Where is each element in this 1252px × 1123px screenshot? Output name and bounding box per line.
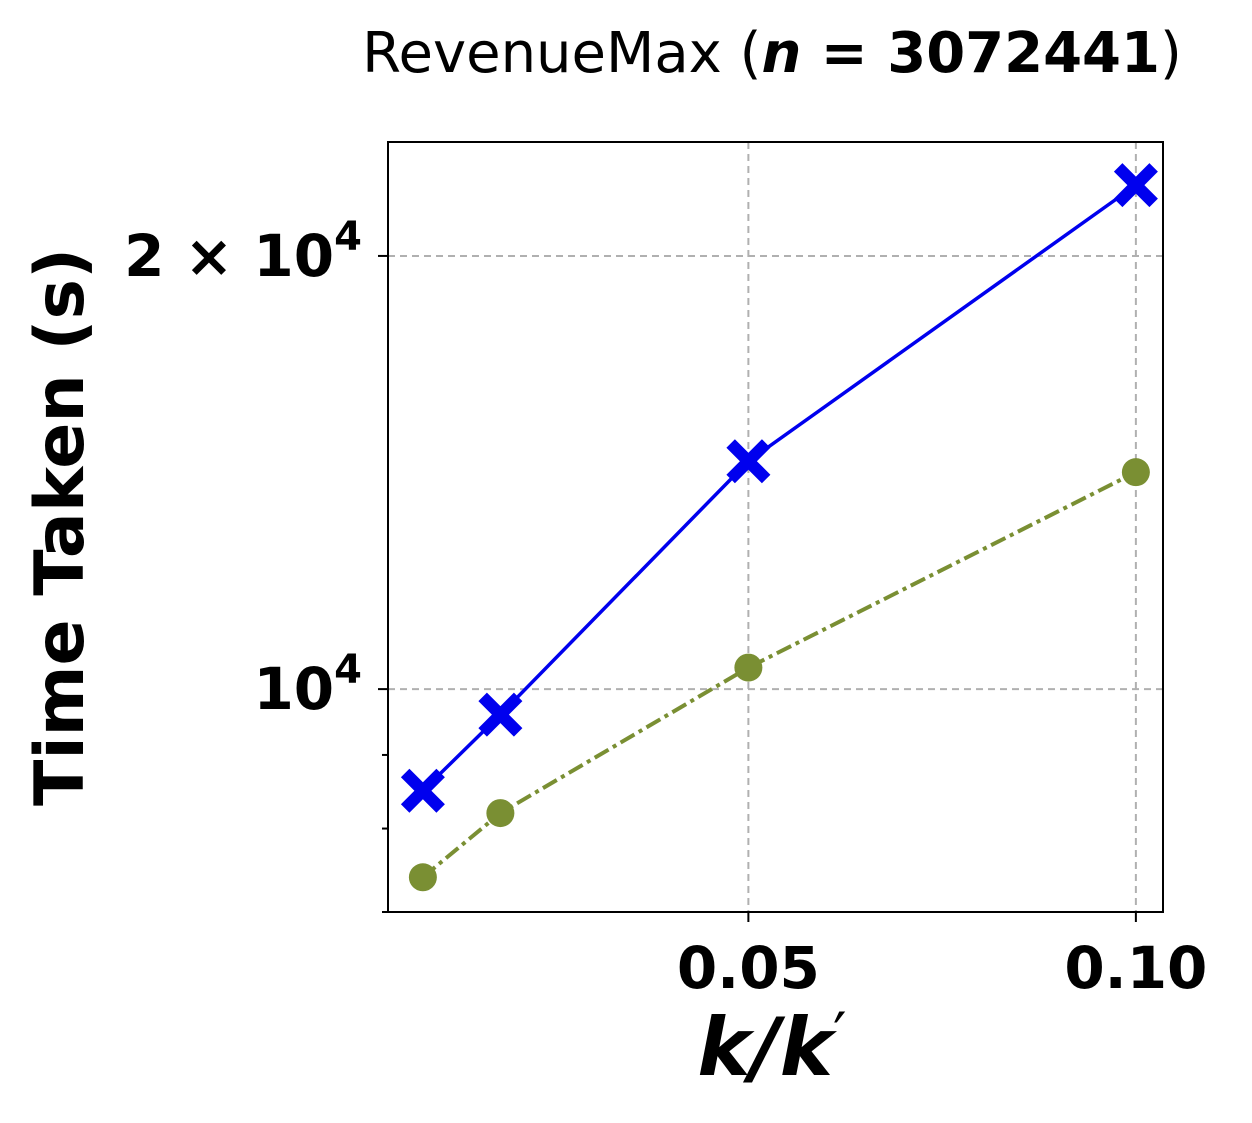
series-0-point-0 bbox=[400, 768, 445, 813]
series-0-point-1 bbox=[478, 692, 523, 737]
series-1-point-2 bbox=[734, 653, 763, 682]
series-1-line bbox=[421, 470, 1137, 879]
chart-title: RevenueMax (n = 3072441) bbox=[362, 21, 1182, 86]
x-axis-label-a: k bbox=[697, 1001, 755, 1094]
y-tick-label-0: 104 bbox=[253, 647, 362, 723]
x-tick-label-1: 0.10 bbox=[1064, 934, 1207, 1002]
plot-area-frame bbox=[387, 141, 1164, 913]
series-layer bbox=[400, 163, 1158, 892]
series-1-point-3 bbox=[1121, 458, 1150, 487]
axis-ticks: 0.05 0.10 104 2 × 104 bbox=[124, 214, 1207, 1002]
chart-title-var: n bbox=[761, 21, 801, 86]
series-0-point-2 bbox=[726, 439, 771, 484]
series-0-point-3 bbox=[1113, 163, 1158, 208]
y-axis-label: Time Taken (s) bbox=[21, 248, 100, 806]
series-1-point-0 bbox=[408, 863, 437, 892]
chart-title-prefix: RevenueMax ( bbox=[362, 21, 761, 86]
chart-title-value: 3072441 bbox=[887, 21, 1160, 86]
x-axis-label-b: k bbox=[780, 1001, 838, 1094]
series-1-point-1 bbox=[486, 799, 515, 828]
chart-title-suffix: ) bbox=[1160, 21, 1182, 86]
y-tick-label-1: 2 × 104 bbox=[124, 214, 362, 290]
chart-title-eq: = bbox=[801, 21, 887, 86]
x-axis-label-slash: / bbox=[743, 1001, 786, 1094]
series-0-line bbox=[421, 183, 1137, 792]
x-axis-label: k/k′ bbox=[697, 1000, 846, 1094]
grid-lines bbox=[388, 142, 1163, 912]
x-tick-label-0: 0.05 bbox=[677, 934, 820, 1002]
x-axis-label-prime: ′ bbox=[833, 1000, 847, 1070]
